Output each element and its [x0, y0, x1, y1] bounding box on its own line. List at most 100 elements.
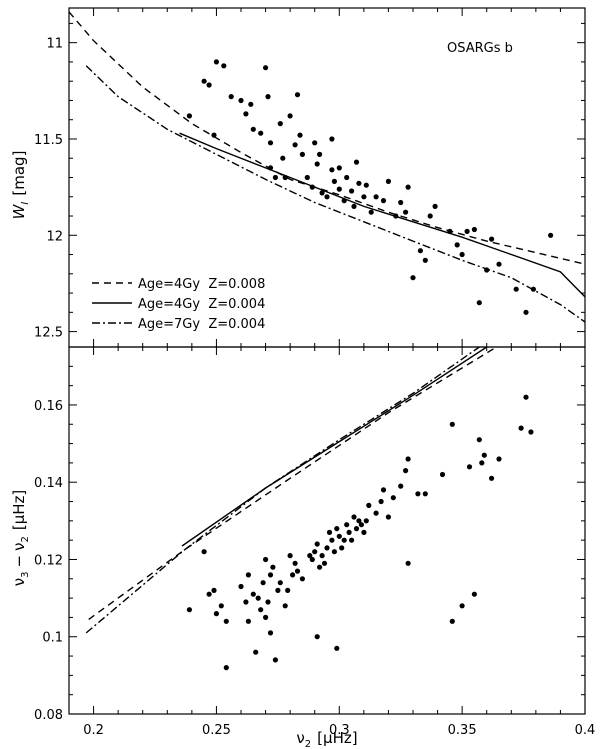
data-point — [245, 572, 251, 578]
data-point — [282, 603, 288, 609]
data-point — [385, 514, 391, 520]
data-point — [341, 198, 347, 204]
data-point — [405, 456, 411, 462]
data-point — [223, 618, 229, 624]
data-point — [454, 242, 460, 248]
bottom-ylabel-a-sub: 3 — [20, 571, 31, 577]
data-point — [368, 209, 374, 215]
data-point — [346, 529, 352, 536]
data-point — [373, 194, 379, 200]
data-point — [356, 518, 362, 524]
y-tick-label: 11.5 — [34, 133, 63, 148]
x-axis-label: ν2 [μHz] — [296, 729, 357, 749]
bottom-ylabel-a: ν — [10, 578, 28, 586]
data-point — [260, 580, 266, 586]
series-line-1 — [88, 347, 497, 620]
data-point — [304, 174, 310, 181]
data-point — [186, 113, 192, 119]
data-point — [319, 190, 325, 196]
data-point — [287, 113, 293, 119]
series-line-2 — [181, 347, 488, 547]
data-point — [405, 560, 411, 566]
bottom-panel: 0.2 0.25 0.3 0.35 0.40.080.10.120.140.16 ν3−… — [10, 346, 596, 749]
data-point — [321, 560, 328, 566]
y-tick-label: 12 — [46, 229, 63, 244]
data-point — [238, 97, 244, 104]
data-point — [294, 92, 301, 98]
data-point — [479, 460, 485, 466]
data-point — [292, 142, 298, 148]
data-point — [314, 634, 320, 640]
data-point — [334, 526, 340, 532]
data-point — [201, 78, 207, 84]
series-line-3 — [85, 65, 585, 323]
data-point — [393, 213, 399, 219]
data-point — [341, 537, 347, 543]
data-point — [228, 94, 234, 100]
data-point — [496, 456, 502, 462]
data-point — [309, 184, 315, 190]
xlabel-unit: [μHz] — [317, 729, 357, 747]
data-point — [464, 228, 470, 234]
data-point — [299, 151, 305, 157]
data-point — [223, 665, 229, 671]
data-point — [331, 549, 337, 555]
y-tick-label: 12.5 — [34, 326, 63, 341]
data-point — [496, 261, 502, 267]
data-point — [309, 556, 315, 563]
y-tick-label: 0.14 — [34, 476, 63, 491]
data-point — [513, 286, 519, 292]
data-point — [339, 545, 345, 551]
data-point — [489, 475, 495, 481]
y-tick-label: 11 — [46, 37, 63, 52]
bottom-y-axis-label: ν3−ν2[μHz] — [10, 490, 31, 587]
data-point — [267, 630, 274, 636]
data-point — [211, 587, 217, 594]
x-tick-label: 0.4 — [575, 723, 596, 738]
data-point — [363, 518, 369, 524]
data-point — [201, 549, 207, 555]
data-point — [422, 491, 428, 497]
data-point — [481, 452, 487, 458]
data-point — [329, 167, 335, 173]
data-point — [459, 251, 465, 258]
data-point — [282, 174, 288, 181]
data-point — [530, 286, 537, 292]
data-point — [523, 394, 529, 400]
data-point — [466, 464, 473, 470]
data-point — [263, 556, 269, 563]
y-tick-label: 0.16 — [34, 399, 63, 414]
data-point — [489, 236, 495, 242]
data-point — [336, 165, 342, 171]
panel-annotation: OSARGs b — [447, 41, 513, 56]
top-scatter-points — [186, 59, 554, 315]
data-point — [314, 161, 320, 167]
data-point — [390, 495, 396, 501]
data-point — [294, 568, 301, 574]
data-point — [265, 599, 271, 605]
data-point — [250, 126, 256, 132]
data-point — [336, 533, 342, 539]
top-panel: 11 11.5 12 12.5 OSARGs b Age=4Gy Z=0.008 Ag… — [10, 7, 586, 348]
data-point — [417, 248, 423, 254]
data-point — [415, 491, 421, 497]
data-point — [344, 522, 350, 528]
data-point — [307, 553, 313, 559]
data-point — [245, 618, 251, 624]
data-point — [398, 483, 404, 489]
data-point — [287, 553, 293, 559]
data-point — [349, 188, 355, 194]
data-point — [206, 591, 212, 597]
x-tick-label: 0.25 — [202, 723, 231, 738]
data-point — [213, 59, 219, 65]
legend-label-series-1: Age=4Gy Z=0.008 — [138, 277, 265, 292]
data-point — [258, 130, 264, 136]
data-point — [356, 180, 362, 186]
data-point — [361, 529, 367, 536]
bottom-plot-frame — [68, 346, 586, 715]
data-point — [427, 213, 433, 219]
data-point — [373, 510, 379, 516]
data-point — [380, 487, 387, 493]
bottom-model-curves — [85, 347, 497, 634]
data-point — [459, 603, 465, 609]
